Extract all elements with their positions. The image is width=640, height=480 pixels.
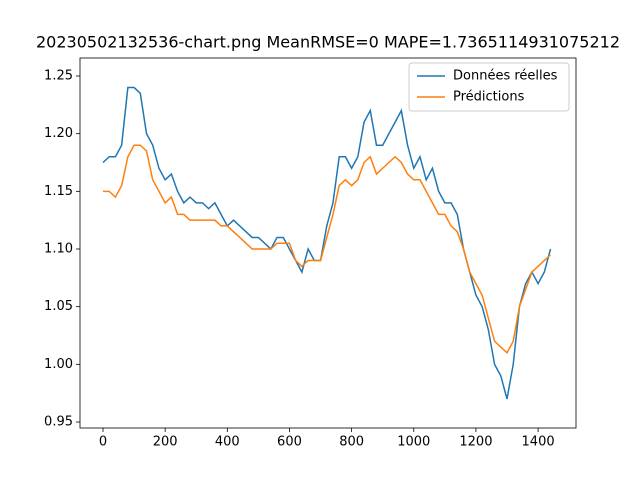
chart-title: 20230502132536-chart.png MeanRMSE=0 MAPE… (36, 33, 620, 52)
y-tick-label: 1.25 (44, 68, 73, 83)
x-tick-label: 400 (215, 435, 240, 450)
x-tick-label: 800 (339, 435, 364, 450)
legend-label: Données réelles (453, 69, 558, 84)
x-tick-label: 200 (153, 435, 178, 450)
x-tick-label: 1400 (522, 435, 555, 450)
data-line (103, 144, 552, 355)
x-tick-label: 600 (277, 435, 302, 450)
x-tick-label: 1000 (397, 435, 430, 450)
axes-frame (79, 57, 577, 429)
y-tick-label: 0.95 (44, 415, 73, 430)
legend-label: Prédictions (453, 90, 525, 105)
y-tick-label: 1.15 (44, 184, 73, 199)
legend-box (408, 62, 570, 112)
y-tick-label: 1.10 (44, 241, 73, 256)
x-tick-label: 0 (99, 435, 107, 450)
y-tick-label: 1.05 (44, 299, 73, 314)
data-line (102, 86, 552, 400)
x-tick-label: 1200 (459, 435, 492, 450)
y-tick-label: 1.00 (44, 357, 73, 372)
y-tick-label: 1.20 (44, 126, 73, 141)
